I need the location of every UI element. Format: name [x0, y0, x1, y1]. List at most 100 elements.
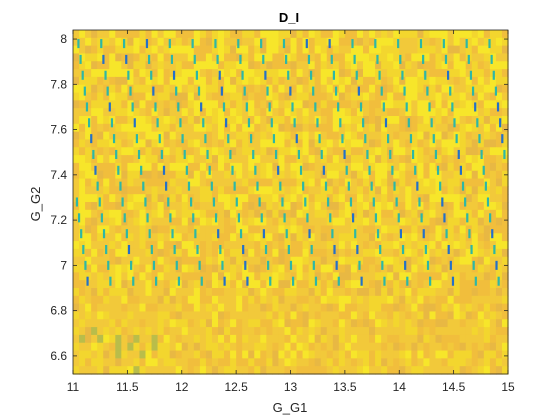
heatmap-cell — [314, 170, 322, 180]
heatmap-cell — [477, 123, 485, 133]
heatmap-cell — [393, 225, 400, 234]
heatmap-cell — [236, 116, 243, 125]
heatmap-cell — [103, 131, 110, 141]
heatmap-cell — [91, 241, 98, 250]
heatmap-cell — [218, 116, 225, 125]
heatmap-cell — [199, 84, 207, 94]
heatmap-cell — [489, 45, 497, 55]
heatmap-cell — [199, 108, 207, 117]
heatmap-cell — [85, 186, 92, 195]
heatmap-cell — [193, 170, 201, 180]
heatmap-cell — [163, 272, 171, 281]
heatmap-cell — [278, 319, 286, 328]
y-axis-label: G_G2 — [28, 187, 43, 222]
heatmap-cell — [441, 76, 449, 86]
heatmap-cell — [193, 366, 201, 375]
heatmap-cell — [211, 178, 219, 187]
heatmap-cell — [181, 100, 189, 109]
heatmap-cell — [356, 37, 364, 47]
heatmap-cell — [284, 295, 292, 305]
heatmap-cell — [338, 147, 346, 156]
heatmap-cell — [314, 272, 322, 281]
heatmap-cell — [121, 303, 128, 313]
heatmap-cell — [405, 155, 412, 164]
heatmap-cell — [103, 334, 110, 344]
heatmap-cell — [109, 248, 116, 258]
heatmap-cell — [344, 264, 352, 273]
heatmap-cell — [230, 256, 237, 266]
heatmap-cell — [224, 139, 231, 148]
heatmap-cell — [326, 334, 334, 344]
heatmap-cell — [85, 69, 92, 78]
heatmap-cell — [151, 358, 159, 367]
heatmap-cell — [284, 194, 292, 203]
heatmap-cell — [151, 37, 159, 47]
heatmap-cell — [477, 170, 485, 180]
heatmap-cell — [85, 241, 92, 250]
heatmap-cell — [278, 327, 286, 336]
heatmap-cell — [369, 162, 376, 172]
heatmap-cell — [145, 123, 153, 133]
heatmap-cell — [465, 280, 473, 289]
heatmap-cell — [254, 139, 261, 148]
heatmap-cell — [465, 256, 473, 266]
heatmap-cell — [435, 280, 443, 289]
heatmap-cell — [356, 327, 364, 336]
y-tick-label: 7.6 — [50, 123, 67, 137]
heatmap-cell — [308, 123, 316, 133]
heatmap-cell — [326, 147, 334, 156]
heatmap-cell — [363, 303, 370, 313]
heatmap-cell — [230, 350, 237, 359]
heatmap-cell — [284, 366, 292, 375]
heatmap-cell — [139, 92, 147, 101]
heatmap-cell — [187, 334, 195, 344]
heatmap-cell — [423, 272, 431, 281]
heatmap-cell — [375, 30, 382, 39]
heatmap-cell — [109, 358, 116, 367]
heatmap-cell — [139, 69, 147, 78]
heatmap-cell — [369, 170, 376, 180]
heatmap-cell — [387, 264, 394, 273]
heatmap-cell — [169, 84, 177, 94]
heatmap-cell — [501, 272, 509, 281]
heatmap-cell — [308, 170, 316, 180]
heatmap-cell — [187, 186, 195, 195]
heatmap-cell — [284, 358, 292, 367]
heatmap-cell — [302, 217, 310, 227]
heatmap-cell — [73, 37, 80, 47]
heatmap-cell — [121, 358, 128, 367]
heatmap-cell — [97, 288, 104, 297]
heatmap-cell — [284, 53, 292, 62]
heatmap-cell — [254, 84, 261, 94]
heatmap-cell — [320, 264, 328, 273]
heatmap-cell — [278, 84, 286, 94]
heatmap-cell — [109, 186, 116, 195]
heatmap-cell — [157, 45, 165, 55]
heatmap-cell — [224, 76, 231, 86]
heatmap-cell — [260, 194, 267, 203]
heatmap-cell — [350, 61, 358, 70]
heatmap-cell — [151, 350, 159, 359]
heatmap-cell — [471, 147, 479, 156]
heatmap-cell — [332, 280, 340, 289]
heatmap-cell — [79, 76, 86, 86]
heatmap-cell — [429, 37, 437, 47]
heatmap-cell — [145, 288, 153, 297]
heatmap-cell — [459, 264, 467, 273]
heatmap-cell — [495, 225, 503, 234]
heatmap-cell — [399, 342, 406, 352]
heatmap-cell — [157, 209, 165, 219]
heatmap-cell — [175, 295, 183, 305]
heatmap-cell — [115, 45, 122, 55]
heatmap-cell — [447, 92, 455, 101]
heatmap-cell — [139, 264, 147, 273]
heatmap-cell — [175, 69, 183, 78]
heatmap-cell — [363, 295, 370, 305]
heatmap-cell — [127, 123, 135, 133]
heatmap-cell — [127, 225, 135, 234]
heatmap-cell — [145, 342, 153, 352]
heatmap-cell — [465, 358, 473, 367]
heatmap-cell — [489, 303, 497, 313]
heatmap-cell — [284, 303, 292, 313]
